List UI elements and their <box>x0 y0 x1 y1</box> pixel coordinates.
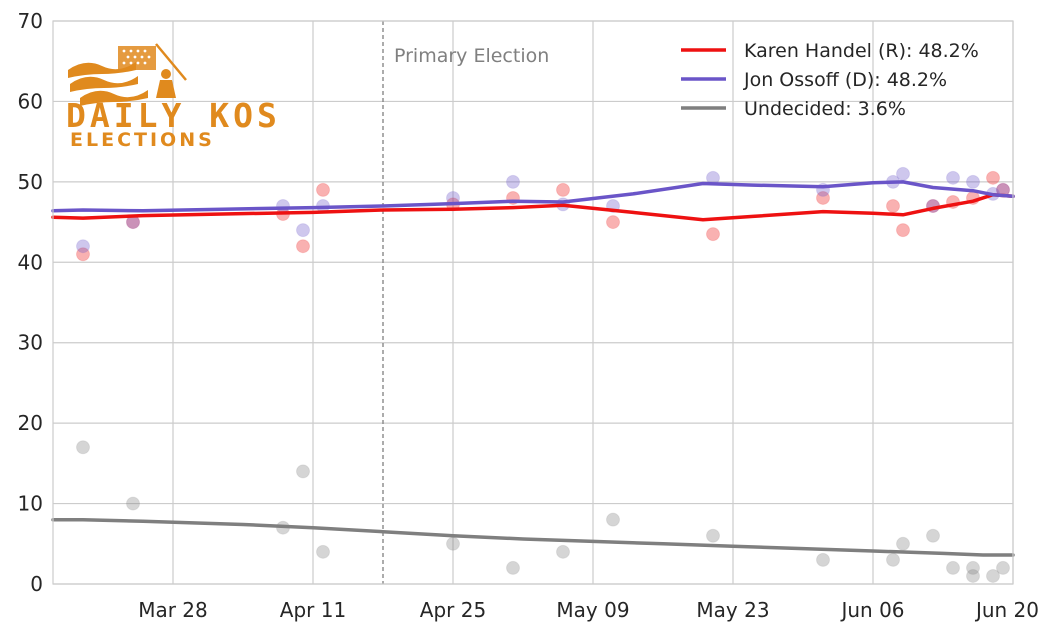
x-tick-label: May 23 <box>696 598 769 622</box>
poll-point <box>966 560 980 575</box>
poll-point <box>316 544 330 559</box>
y-tick-labels: 0 10 20 30 40 50 60 70 <box>18 9 43 596</box>
poll-point <box>946 560 960 575</box>
poll-point <box>606 215 620 230</box>
x-tick-label: Jun 06 <box>839 598 904 622</box>
poll-point <box>76 440 90 455</box>
trend-line <box>51 517 1015 557</box>
poll-point <box>966 174 980 189</box>
grid-lines <box>53 20 1014 585</box>
plot-frame <box>52 20 1014 585</box>
poll-point <box>506 560 520 575</box>
poll-point <box>706 227 720 242</box>
y-tick-label: 70 <box>18 9 43 33</box>
legend-label: Jon Ossoff (D): 48.2% <box>743 69 947 91</box>
poll-point <box>946 170 960 185</box>
primary-election-label: Primary Election <box>394 45 549 67</box>
trend-line <box>51 180 1015 213</box>
poll-point <box>896 166 910 181</box>
x-tick-label: Mar 28 <box>138 598 208 622</box>
poll-point <box>556 182 570 197</box>
poll-point <box>276 198 290 213</box>
poll-dots <box>76 166 1010 583</box>
daily-kos-elections-logo: DAILY KOS ELECTIONS <box>66 43 281 151</box>
poll-point <box>886 552 900 567</box>
poll-point <box>126 496 140 511</box>
poll-point <box>986 170 1000 185</box>
poll-point <box>886 198 900 213</box>
poll-point <box>926 528 940 543</box>
x-tick-labels: Mar 28 Apr 11 Apr 25 May 09 May 23 Jun 06 Jun … <box>138 598 1039 622</box>
y-tick-label: 60 <box>18 89 43 113</box>
poll-point <box>76 247 90 262</box>
logo-text-line2: ELECTIONS <box>70 129 215 151</box>
poll-point <box>706 528 720 543</box>
poll-point <box>506 174 520 189</box>
y-tick-label: 50 <box>18 170 43 194</box>
poll-point <box>606 512 620 527</box>
poll-point <box>816 552 830 567</box>
y-tick-label: 0 <box>30 572 43 596</box>
y-tick-label: 20 <box>18 411 43 435</box>
legend: Karen Handel (R): 48.2% Jon Ossoff (D): 4… <box>681 40 979 120</box>
poll-point <box>296 223 310 238</box>
annotations: Primary Election <box>382 21 549 584</box>
logo-text-line1: DAILY KOS <box>66 96 281 135</box>
poll-point <box>996 560 1010 575</box>
poll-point <box>986 568 1000 583</box>
x-tick-label: Apr 25 <box>420 598 486 622</box>
poll-point <box>296 239 310 254</box>
y-tick-label: 10 <box>18 492 43 516</box>
legend-label: Undecided: 3.6% <box>744 98 906 120</box>
x-tick-label: May 09 <box>556 598 629 622</box>
poll-point <box>896 536 910 551</box>
flag-icon <box>68 43 187 106</box>
poll-point <box>816 190 830 205</box>
poll-point <box>76 239 90 254</box>
poll-point <box>446 536 460 551</box>
y-tick-label: 30 <box>18 331 43 355</box>
x-tick-label: Jun 20 <box>974 598 1039 622</box>
poll-point <box>296 464 310 479</box>
y-tick-label: 40 <box>18 250 43 274</box>
legend-label: Karen Handel (R): 48.2% <box>744 40 979 62</box>
poll-point <box>896 223 910 238</box>
poll-point <box>966 568 980 583</box>
trend-lines <box>51 180 1015 557</box>
trend-line <box>51 192 1015 222</box>
poll-point <box>556 544 570 559</box>
poll-point <box>316 182 330 197</box>
x-tick-label: Apr 11 <box>280 598 346 622</box>
